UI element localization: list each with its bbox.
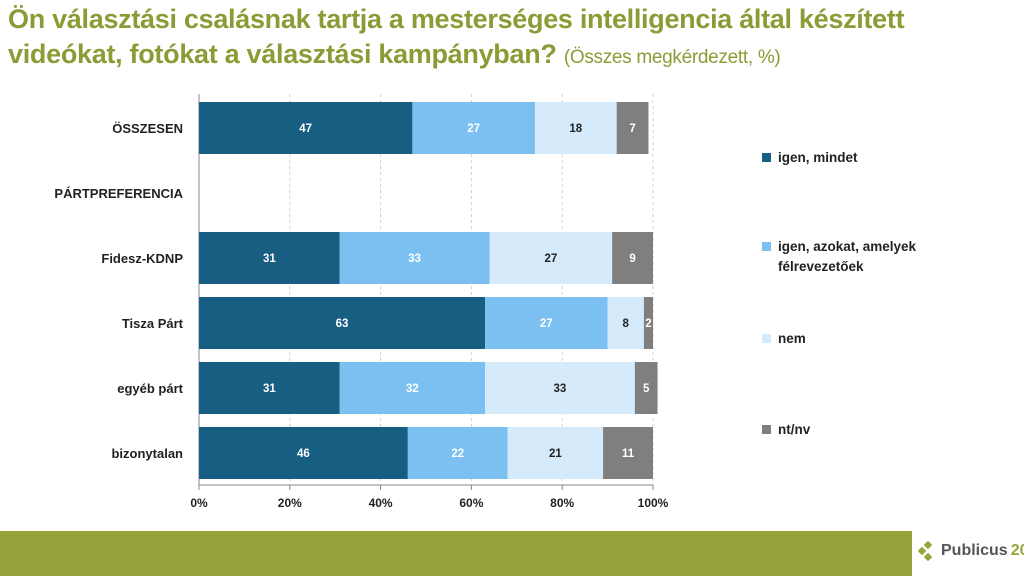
data-label: 33 [554, 383, 567, 395]
title-main: Ön választási csalásnak tartja a mesters… [8, 4, 905, 69]
legend-label: igen, mindet [778, 150, 858, 165]
category-label: egyéb párt [117, 381, 183, 396]
legend-marker [762, 425, 771, 434]
data-label: 27 [467, 123, 480, 135]
category-label: Fidesz-KDNP [101, 251, 183, 266]
chart-title: Ön választási csalásnak tartja a mesters… [8, 2, 1008, 75]
bar-segment [634, 362, 658, 414]
legend-marker [762, 334, 771, 343]
data-label: 63 [336, 318, 349, 330]
data-label: 33 [408, 253, 421, 265]
logo-icon [918, 541, 933, 561]
legend-label: nem [778, 331, 806, 346]
category-label: bizonytalan [111, 446, 183, 461]
bar-segment [339, 362, 486, 414]
publicus-logo: Publicus20 [918, 541, 1024, 561]
bar-segment [534, 102, 617, 154]
data-label: 31 [263, 383, 276, 395]
data-label: 32 [406, 383, 419, 395]
bar-segment [339, 232, 490, 284]
bar-segment [407, 427, 508, 479]
category-label: PÁRTPREFERENCIA [54, 186, 183, 201]
bar-segment [607, 297, 644, 349]
legend-marker [762, 153, 771, 162]
data-label: 5 [643, 383, 650, 395]
data-label: 21 [549, 448, 562, 460]
logo-number: 20 [1010, 542, 1024, 559]
legend-label-cont: félrevezetőek [778, 259, 864, 274]
data-label: 8 [623, 318, 630, 330]
bar-segment [507, 427, 604, 479]
legend-label: igen, azokat, amelyek [778, 239, 917, 254]
bar-segment [412, 102, 535, 154]
bar-segment [603, 427, 653, 479]
logo-name: Publicus [941, 542, 1008, 559]
bar-segment [199, 427, 408, 479]
footer-bar [0, 531, 912, 576]
x-tick-label: 100% [638, 496, 669, 510]
legend-label: nt/nv [778, 422, 811, 437]
bar-segment [489, 232, 613, 284]
data-label: 46 [297, 448, 310, 460]
x-tick-label: 60% [459, 496, 483, 510]
bar-segment [199, 102, 413, 154]
x-tick-label: 20% [278, 496, 302, 510]
x-tick-label: 0% [190, 496, 208, 510]
legend-marker [762, 242, 771, 251]
data-label: 27 [540, 318, 553, 330]
data-label: 2 [645, 318, 651, 330]
data-label: 22 [451, 448, 464, 460]
data-label: 9 [629, 253, 635, 265]
data-label: 27 [544, 253, 557, 265]
data-label: 7 [629, 123, 635, 135]
bar-segment [199, 232, 340, 284]
bar-segment [616, 102, 649, 154]
category-label: Tisza Párt [122, 316, 184, 331]
category-label: ÖSSZESEN [112, 121, 183, 136]
data-label: 11 [622, 448, 635, 460]
bar-segment [485, 297, 608, 349]
title-subtitle: (Összes megkérdezett, %) [563, 47, 781, 68]
data-label: 18 [569, 123, 582, 135]
data-label: 31 [263, 253, 276, 265]
bar-segment [612, 232, 653, 284]
bar-segment [199, 362, 340, 414]
x-tick-label: 80% [550, 496, 574, 510]
bar-segment [643, 297, 653, 349]
x-tick-label: 40% [369, 496, 393, 510]
data-label: 47 [299, 123, 312, 135]
bar-segment [199, 297, 486, 349]
bar-segment [485, 362, 635, 414]
